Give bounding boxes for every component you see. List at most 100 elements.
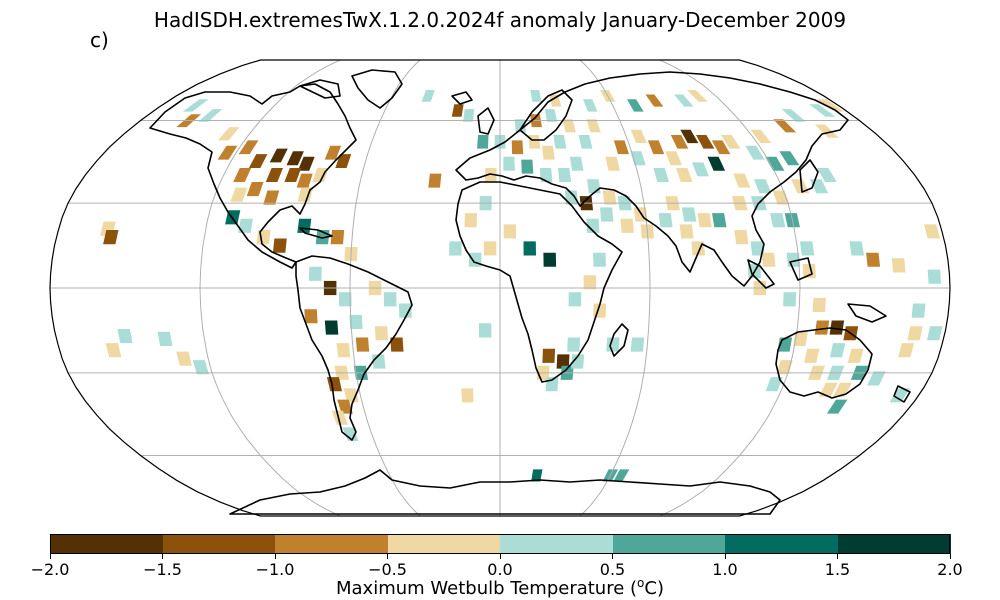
grid-cell: [866, 252, 881, 267]
grid-cell: [539, 168, 553, 182]
coastline-madagascar: [609, 323, 629, 357]
grid-cell: [484, 168, 497, 182]
projection-outline: [49, 59, 951, 517]
grid-cell: [754, 179, 772, 194]
grid-cell: [338, 292, 352, 307]
grid-cell: [398, 303, 412, 318]
grid-cell: [514, 119, 526, 133]
grid-cell: [544, 109, 558, 122]
colorbar-segment: [50, 534, 163, 554]
grid-cell: [157, 331, 173, 346]
grid-cell: [658, 213, 673, 228]
colorbar-tick-label: −1.5: [143, 560, 182, 579]
coastline-north-america: [149, 83, 357, 269]
coastline-scandinavia: [519, 89, 573, 141]
colorbar-tick-mark: [612, 554, 613, 559]
colorbar-label-suffix: C): [644, 578, 664, 599]
grid-cell: [586, 119, 601, 133]
coastline-baffin: [299, 79, 341, 99]
grid-cell: [765, 377, 783, 392]
grid-cell: [523, 241, 536, 256]
grid-cell: [847, 348, 864, 363]
colorbar-segment: [612, 534, 726, 554]
grid-cell: [355, 337, 370, 352]
grid-cell: [800, 241, 815, 256]
grid-cell: [891, 258, 906, 273]
grid-cell: [451, 104, 464, 117]
colorbar-segment: [162, 534, 276, 554]
grid-cell: [324, 145, 342, 160]
grid-cell: [889, 388, 911, 403]
grid-cell: [567, 337, 581, 352]
grid-cell: [809, 104, 836, 117]
coastline-eurasia: [455, 71, 849, 287]
grid-cell: [238, 218, 253, 233]
grid-cell: [692, 162, 709, 177]
grid-cell: [793, 331, 808, 346]
grid-cell: [605, 156, 620, 171]
grid-cell: [562, 119, 576, 133]
grid-cell: [105, 343, 122, 358]
grid-cell: [531, 469, 543, 482]
anomaly-grid-cells: [100, 90, 943, 482]
colorbar-tick-mark: [49, 554, 51, 559]
grid-cell: [593, 252, 606, 267]
colorbar-label: Maximum Wetbulb Temperature (oC): [0, 576, 1000, 599]
grid-cell: [829, 343, 846, 358]
coastline-cuba: [299, 227, 333, 239]
grid-cell: [696, 135, 715, 149]
grid-cell: [218, 127, 240, 141]
grid-cell: [371, 354, 386, 369]
grid-cell: [630, 151, 646, 166]
grid-cell: [911, 303, 926, 318]
grid-cell: [750, 241, 765, 256]
coastline-south-america: [295, 255, 413, 441]
grid-cell: [265, 168, 283, 182]
grid-cell: [670, 135, 689, 149]
grid-cell: [791, 179, 810, 194]
grid-cell: [849, 241, 864, 256]
grid-cell: [613, 140, 629, 155]
colorbar-tick-mark: [837, 554, 838, 559]
grid-cell: [503, 224, 516, 239]
grid-cell: [198, 109, 223, 122]
grid-cell: [337, 399, 353, 414]
grid-cell: [296, 173, 313, 188]
grid-cell: [817, 168, 837, 182]
grid-cell: [630, 337, 645, 352]
colorbar-tick-mark: [724, 554, 726, 559]
coastline-sumatra: [747, 259, 775, 289]
colorbar-tick-label: −2.0: [30, 560, 70, 579]
grid-cell: [182, 99, 209, 112]
grid-cell: [783, 292, 797, 307]
coastline-africa: [455, 181, 623, 383]
grid-cell: [549, 94, 562, 107]
grid-cell: [176, 351, 192, 366]
grid-cell: [779, 151, 800, 166]
grid-cell: [297, 218, 312, 233]
grid-cell: [907, 326, 923, 341]
grid-cell: [645, 94, 664, 107]
grid-cell: [324, 320, 339, 335]
grid-cell: [817, 99, 845, 112]
grid-cell: [238, 140, 259, 155]
grid-cell: [583, 99, 598, 112]
coastline-australia: [775, 327, 873, 399]
grid-cell: [336, 343, 351, 358]
grid-cell: [867, 371, 886, 386]
colorbar-tick-mark: [274, 554, 276, 559]
grid-cell: [390, 337, 404, 352]
grid-cell: [342, 427, 359, 441]
grid-cell: [568, 292, 582, 307]
grid-cell: [711, 140, 731, 155]
grid-cell: [814, 124, 839, 138]
colorbar-tick-label: −1.0: [255, 560, 295, 579]
grid-cell: [571, 354, 585, 369]
grid-cell: [734, 230, 749, 245]
grid-cell: [272, 238, 287, 253]
grid-cell: [461, 388, 474, 403]
coastline-iceland: [451, 91, 473, 105]
grid-cell: [578, 135, 593, 149]
grid-cell: [681, 207, 697, 222]
grid-cell: [117, 329, 133, 344]
